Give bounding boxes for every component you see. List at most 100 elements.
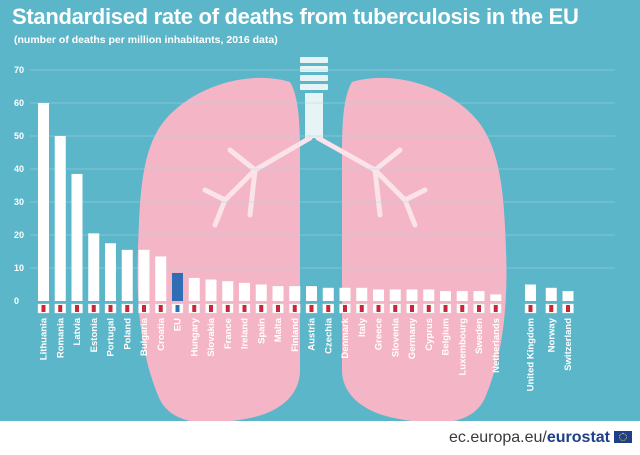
bar-croatia [155,256,167,301]
right-lung [342,77,507,423]
x-tick-label: Czechia [323,317,334,354]
y-tick-label: 10 [14,263,24,273]
x-tick-label: United Kingdom [526,318,537,391]
flag-stripe [292,305,297,312]
bar-luxembourg [456,291,468,301]
flags [37,303,574,314]
x-tick-label: Austria [307,317,318,350]
flag-stripe [393,305,398,312]
footer: ec.europa.eu/eurostat [0,421,640,455]
bar-hungary [188,277,200,301]
bar-czechia [322,287,334,301]
flag-stripe [242,305,247,312]
x-tick-label: Luxembourg [457,318,468,376]
bar-estonia [88,233,100,301]
x-tick-label: Italy [357,317,368,337]
left-lung [137,77,300,423]
flag-stripe [376,305,381,312]
x-tick-label: Romania [55,317,66,358]
bronchi [202,135,428,228]
flag-stripe [359,305,364,312]
flag-stripe [426,305,431,312]
flag-stripe [566,305,570,312]
x-tick-label: Greece [374,318,385,350]
flag-stripe [549,305,554,312]
y-tick-label: 30 [14,197,24,207]
bar-norway [545,287,557,301]
flag-stripe [192,305,197,312]
x-tick-label: France [223,318,234,349]
x-tick-label: Netherlands [491,318,502,373]
flag-stripe [309,305,314,312]
bar-france [222,281,234,301]
bar-netherlands [490,294,502,301]
bar-romania [54,136,66,301]
x-tick-label: Slovenia [390,317,401,357]
x-tick-label: Denmark [340,317,351,358]
flag-stripe [209,305,213,312]
flag-stripe [108,305,113,312]
flag-stripe [75,305,79,312]
flag-stripe [477,305,481,312]
flag-stripe [326,305,331,312]
bar-slovakia [205,279,217,301]
chart-title: Standardised rate of deaths from tubercu… [12,4,579,29]
x-tick-label: Cyprus [424,318,435,351]
x-tick-label: Ireland [240,318,251,349]
x-tick-label: Slovakia [206,317,217,356]
bar-sweden [473,291,485,301]
flag-stripe [528,305,533,312]
x-tick-label: Finland [290,318,301,352]
bar-eu [172,272,183,301]
x-tick-label: Spain [256,318,267,344]
flag-stripe [225,305,230,312]
flag-stripe [58,305,63,312]
y-tick-label: 70 [14,65,24,75]
flag-stripe [158,305,163,312]
bar-latvia [71,173,83,301]
x-tick-label: Hungary [189,317,200,356]
bar-greece [373,289,384,301]
x-tick-label: Croatia [156,317,167,350]
flag-stripe [443,305,448,312]
x-tick-label: Estonia [89,317,100,352]
bar-germany [406,289,418,301]
x-tick-label: Germany [407,317,418,359]
flag-stripe [142,305,146,312]
x-tick-label: Poland [122,318,133,350]
bar-italy [356,287,368,301]
y-tick-label: 0 [14,296,19,306]
eu-flag-icon [614,431,632,443]
x-tick-label: Lithuania [39,317,50,360]
x-tick-label: Malta [273,317,284,342]
bar-slovenia [389,289,401,301]
flag-stripe [493,305,498,312]
bar-finland [289,286,301,301]
y-tick-label: 60 [14,98,24,108]
source-prefix: ec.europa.eu/ [449,429,547,446]
bar-ireland [239,282,250,301]
x-axis: Lithuania Romania Latvia Estonia Portugal Pol… [39,317,575,391]
y-tick-label: 40 [14,164,24,174]
bars [38,103,574,301]
source-link[interactable]: ec.europa.eu/eurostat [449,429,610,447]
x-tick-label: Sweden [474,318,485,354]
x-tick-label: Portugal [106,318,117,357]
x-tick-label: EU [173,318,184,331]
bar-cyprus [423,289,435,301]
lungs-illustration [137,57,507,423]
y-axis: 0 10 20 30 40 50 60 70 [14,65,24,306]
x-tick-label: Switzerland [563,318,574,371]
bar-lithuania [38,103,49,301]
x-tick-label: Norway [546,317,557,352]
x-tick-label: Belgium [441,318,452,355]
source-brand: eurostat [546,429,610,446]
bar-portugal [105,243,116,301]
bar-bulgaria [138,249,150,301]
flag-stripe [41,305,46,312]
x-tick-label: Bulgaria [139,317,150,356]
bar-denmark [339,287,351,301]
y-tick-label: 50 [14,131,24,141]
trachea [300,57,328,138]
